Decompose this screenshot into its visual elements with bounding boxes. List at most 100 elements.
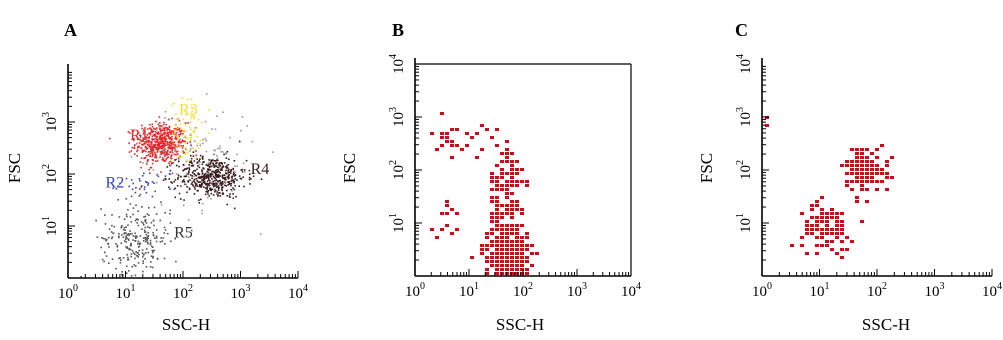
data-point [208,184,211,187]
data-point [865,176,869,179]
data-point [221,174,224,177]
data-point [515,160,519,163]
y-tick-label: 103 [41,112,60,132]
data-point [117,199,119,201]
data-point [157,131,160,133]
data-point [150,130,153,133]
data-point [860,220,864,223]
data-point [820,228,824,231]
data-point [136,222,138,224]
data-point [126,247,128,249]
data-point [153,133,156,136]
data-point [845,236,849,239]
data-point [815,244,819,247]
data-point [510,240,514,243]
data-point [169,133,172,135]
data-point [212,175,215,178]
data-point [500,188,504,191]
data-point [206,191,208,193]
data-point [174,159,176,161]
data-point [202,142,204,145]
data-point [515,168,519,171]
data-point [169,140,171,143]
data-point [164,138,167,140]
data-point [230,169,232,171]
data-point [485,232,489,235]
data-point [505,148,509,151]
x-tick-label: 101 [116,283,136,302]
data-point [525,272,529,275]
data-point [200,139,202,142]
data-point [810,204,814,207]
data-point [470,256,474,259]
data-point [810,224,814,227]
y-tick-label: 102 [388,160,407,180]
data-point [219,147,221,150]
data-point [525,256,529,259]
data-point [194,188,196,190]
data-point [158,145,160,147]
data-point [240,169,242,171]
data-point [177,119,180,121]
data-point [170,142,173,145]
data-point [525,180,529,183]
data-point [172,147,175,149]
data-point [209,182,211,184]
data-point [144,226,147,229]
data-point [208,178,210,181]
data-point [226,176,228,178]
data-point [178,120,181,122]
data-point [840,220,844,223]
data-point [119,182,121,185]
data-point [155,240,158,243]
data-point [151,249,154,252]
data-point [195,150,197,152]
data-point [151,195,154,198]
data-point [128,270,130,272]
data-point [510,208,514,211]
data-point [880,144,884,147]
data-point [217,195,219,197]
data-point [179,133,182,136]
data-point [150,128,153,130]
data-point [190,183,193,185]
data-point [490,136,494,139]
data-point [845,164,849,167]
data-point [520,272,524,275]
data-point [500,252,504,255]
data-point [176,128,179,131]
data-point [156,146,159,149]
data-point [152,251,154,254]
data-point [450,144,454,147]
data-point [219,165,222,167]
data-point [105,255,108,257]
data-point [129,203,132,205]
data-point [162,149,164,152]
data-point [490,212,494,215]
data-point [227,163,230,166]
data-point [880,168,884,171]
data-point [855,196,859,199]
data-point [126,215,128,218]
data-point [159,122,161,124]
data-point [165,143,168,145]
data-point [95,219,97,222]
data-point [141,252,144,254]
data-point [204,120,207,123]
data-point [101,258,104,261]
data-point [225,172,227,174]
data-point [137,240,140,243]
data-point [465,132,469,135]
data-point [227,184,229,186]
data-point [219,175,221,177]
data-point [208,162,210,165]
data-point [151,135,154,138]
data-point [131,265,134,268]
data-point [233,207,236,210]
data-point [186,142,189,144]
data-point [119,261,122,264]
data-point [227,176,230,178]
data-point [126,253,128,256]
data-point [206,174,208,176]
